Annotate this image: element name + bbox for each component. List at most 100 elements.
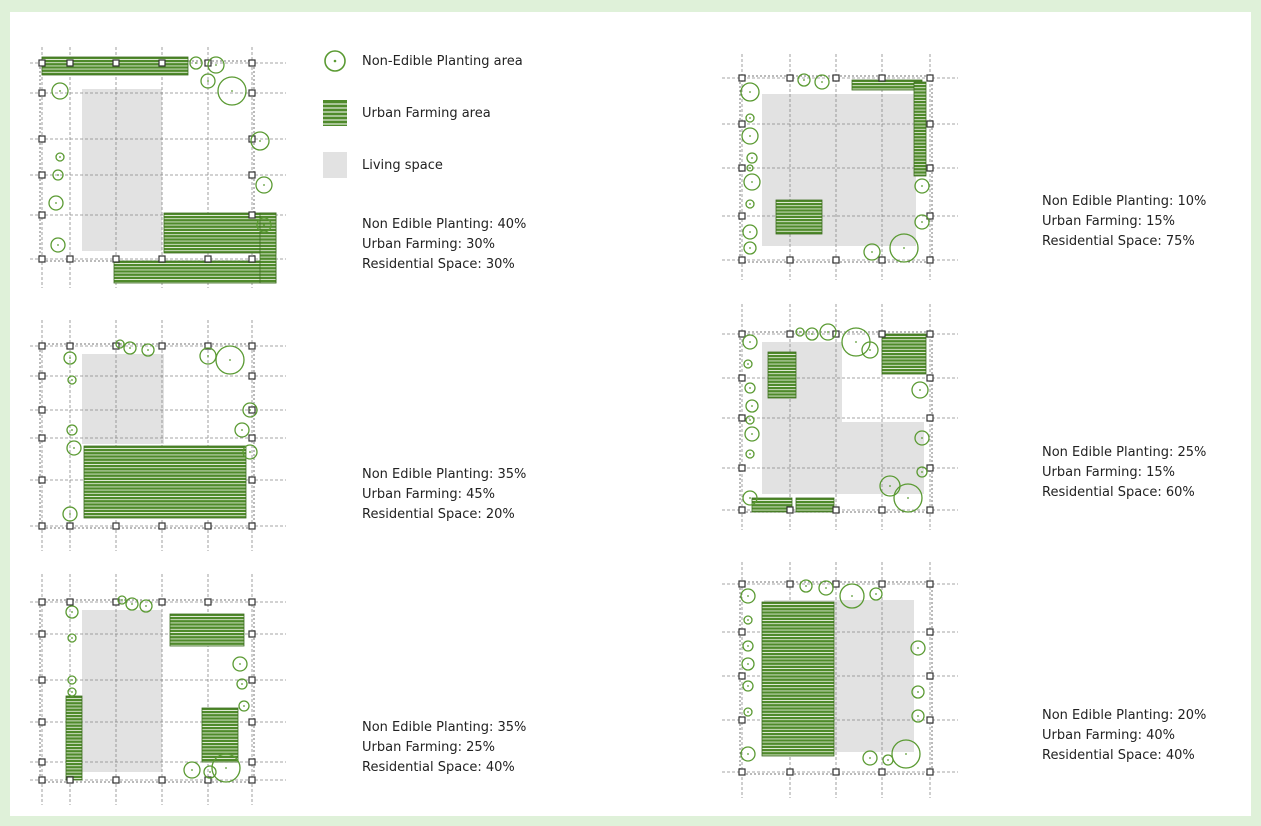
column-marker [926,330,934,338]
column-marker [38,630,46,638]
column-marker [248,171,256,179]
column-marker [158,522,166,530]
tree-circle-icon [740,746,756,762]
urban-farming-bed [163,212,277,254]
stat-non-edible: Non Edible Planting: 10% [1042,194,1207,209]
tree-circle-icon [745,113,755,123]
scenario-stats-2: Non Edible Planting: 35% Urban Farming: … [362,465,526,525]
legend-label-farming: Urban Farming area [362,105,491,121]
tree-circle-icon [797,73,811,87]
urban-farming-bed [767,351,797,399]
column-marker [738,628,746,636]
tree-circle-icon [744,382,756,394]
column-marker [248,255,256,263]
tree-circle-icon [62,506,78,522]
column-marker [248,758,256,766]
column-marker [738,768,746,776]
tree-circle-icon [55,152,65,162]
column-marker [38,372,46,380]
column-marker [158,598,166,606]
column-marker [786,256,794,264]
stat-residential: Residential Space: 30% [362,257,515,272]
column-marker [926,672,934,680]
column-marker [786,330,794,338]
columns [738,330,934,514]
tree-circle-icon [234,422,250,438]
column-marker [204,255,212,263]
urban-farming-bed [913,81,927,177]
column-marker [38,434,46,442]
tree-circle-icon [117,595,127,605]
tree-circle-icon [891,739,921,769]
column-marker [926,414,934,422]
column-marker [158,255,166,263]
column-marker [878,256,886,264]
non-edible-planting [62,339,258,522]
tree-circle-icon [115,339,125,349]
column-marker [158,776,166,784]
column-marker [66,598,74,606]
tree-circle-icon [207,56,225,74]
column-marker [248,522,256,530]
legend: Non-Edible Planting area Urban Farming a… [322,42,523,198]
tree-circle-icon [741,657,755,671]
legend-item-living: Living space [322,146,523,184]
non-edible-planting [65,595,250,783]
stat-farming: Urban Farming: 15% [1042,214,1175,229]
tree-circle-icon [882,754,894,766]
tree-circle-icon [743,241,757,255]
columns [738,580,934,776]
column-marker [38,406,46,414]
tree-circle-icon [742,640,754,652]
legend-label-non-edible: Non-Edible Planting area [362,53,523,69]
column-marker [878,74,886,82]
column-marker [38,342,46,350]
tree-circle-icon [839,583,865,609]
column-marker [248,342,256,350]
column-marker [158,59,166,67]
stat-residential: Residential Space: 40% [362,760,515,775]
tree-circle-icon [745,449,755,459]
urban-farming-bed [881,333,927,375]
tree-circle-icon [916,466,928,478]
scenario-stats-5: Non Edible Planting: 25% Urban Farming: … [1042,443,1206,503]
tree-circle-icon [741,127,759,145]
grey-square-icon [322,151,348,179]
tree-circle-icon [742,490,758,506]
scenario-stats-3: Non Edible Planting: 35% Urban Farming: … [362,718,526,778]
tree-circle-icon [67,375,77,385]
site-plan-3 [28,572,288,807]
stat-residential: Residential Space: 60% [1042,485,1195,500]
site-plan-5 [720,302,960,532]
tree-circle-icon [48,195,64,211]
tree-circle-icon [211,753,241,783]
column-marker [926,628,934,636]
column-marker [738,464,746,472]
column-marker [878,506,886,514]
tree-circle-icon [746,152,758,164]
tree-circle-icon [242,444,258,460]
tree-circle-icon [893,483,923,513]
column-marker [832,768,840,776]
tree-circle-icon [742,224,758,240]
column-marker [112,255,120,263]
tree-circle-icon [743,173,761,191]
tree-circle-icon [861,341,879,359]
column-marker [738,212,746,220]
tree-circle-icon [183,761,201,779]
site-plan-6 [720,560,960,800]
column-marker [66,522,74,530]
column-marker [738,120,746,128]
tree-circle-icon [805,327,819,341]
urban-farming-bed [83,445,247,519]
tree-circle-icon [862,750,878,766]
columns [38,598,256,784]
column-marker [832,74,840,82]
stat-farming: Urban Farming: 45% [362,487,495,502]
column-marker [204,342,212,350]
legend-item-farming: Urban Farming area [322,94,523,132]
column-marker [786,74,794,82]
stat-non-edible: Non Edible Planting: 25% [1042,445,1207,460]
column-marker [926,374,934,382]
striped-bed-icon [322,99,348,127]
